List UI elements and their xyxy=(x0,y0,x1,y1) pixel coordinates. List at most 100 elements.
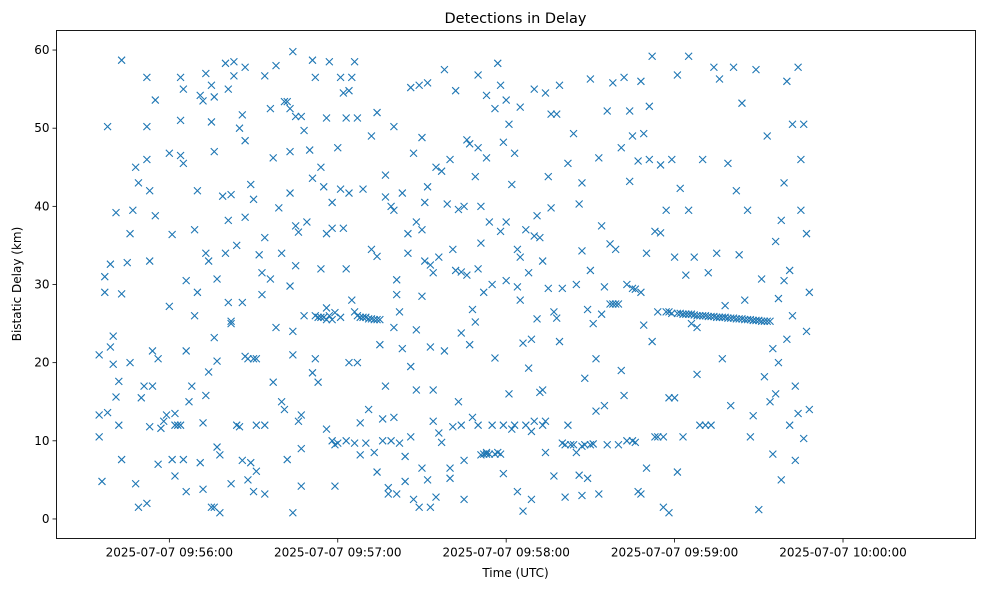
data-point xyxy=(230,57,238,66)
data-point xyxy=(350,439,359,448)
data-point xyxy=(241,213,250,222)
data-point xyxy=(555,81,564,90)
data-point xyxy=(370,315,379,324)
data-point xyxy=(757,317,766,326)
data-point xyxy=(693,323,701,332)
data-point xyxy=(583,474,592,483)
data-point xyxy=(754,505,763,514)
data-point xyxy=(314,313,322,322)
data-point xyxy=(457,329,466,337)
data-point xyxy=(718,354,727,363)
data-point xyxy=(606,300,614,308)
data-point xyxy=(406,362,415,371)
y-axis-label: Bistatic Delay (km) xyxy=(10,227,24,342)
data-point xyxy=(260,490,269,498)
data-point xyxy=(418,464,426,473)
data-point xyxy=(423,475,432,484)
data-point xyxy=(637,490,645,498)
data-point xyxy=(378,436,387,445)
data-point xyxy=(406,433,415,441)
data-point xyxy=(322,114,331,122)
data-point xyxy=(159,417,168,426)
data-point xyxy=(373,468,381,476)
data-point xyxy=(752,65,760,74)
data-point xyxy=(426,261,435,269)
data-point xyxy=(521,421,530,430)
data-point xyxy=(272,323,280,332)
data-point xyxy=(131,163,140,172)
data-point xyxy=(550,472,558,480)
data-point xyxy=(260,71,269,80)
data-point xyxy=(238,298,247,307)
data-point xyxy=(157,424,165,433)
data-point xyxy=(190,311,199,320)
data-point xyxy=(482,154,491,162)
data-point xyxy=(109,332,118,340)
data-point xyxy=(106,343,115,351)
data-point xyxy=(586,266,595,275)
data-point xyxy=(620,73,628,82)
data-point xyxy=(794,409,802,418)
data-point xyxy=(681,271,690,280)
data-point xyxy=(171,472,179,480)
data-point xyxy=(187,382,196,390)
data-point xyxy=(142,499,151,508)
data-point xyxy=(460,495,468,504)
data-point xyxy=(224,298,233,307)
data-point xyxy=(552,110,561,119)
y-axis: 0 10 20 30 40 50 60 xyxy=(34,43,57,526)
data-point xyxy=(193,288,202,297)
data-point xyxy=(527,427,536,436)
data-point xyxy=(679,433,687,441)
data-point xyxy=(578,179,586,187)
data-point xyxy=(648,337,657,346)
data-point xyxy=(667,309,676,318)
data-point xyxy=(190,225,199,234)
data-point xyxy=(252,354,261,363)
data-point xyxy=(569,129,578,138)
data-point xyxy=(95,411,104,419)
data-point xyxy=(603,440,612,449)
data-point xyxy=(370,448,379,457)
data-point xyxy=(392,275,401,284)
data-point xyxy=(246,458,255,467)
data-point xyxy=(392,290,401,299)
data-point xyxy=(179,455,188,464)
data-point xyxy=(353,358,362,367)
data-point xyxy=(454,397,463,406)
data-point xyxy=(384,483,393,492)
data-point xyxy=(521,225,530,234)
data-point xyxy=(611,245,620,254)
data-point xyxy=(342,114,351,122)
data-point xyxy=(468,305,477,314)
plot-frame xyxy=(56,30,976,539)
data-point xyxy=(729,63,738,72)
data-point xyxy=(367,132,376,140)
data-point xyxy=(485,218,494,226)
data-point xyxy=(201,391,210,400)
data-point xyxy=(95,433,104,441)
data-point xyxy=(575,200,584,208)
data-point xyxy=(448,245,457,254)
data-point xyxy=(446,464,454,473)
data-point xyxy=(182,347,191,355)
data-point xyxy=(331,482,339,491)
data-point xyxy=(558,284,567,293)
data-point xyxy=(586,440,595,449)
data-point xyxy=(462,271,471,280)
data-point xyxy=(260,421,269,430)
data-point xyxy=(420,198,429,207)
data-point xyxy=(221,249,230,258)
data-point xyxy=(117,56,126,65)
data-point xyxy=(656,229,665,237)
data-point xyxy=(128,206,137,215)
data-point xyxy=(423,78,432,87)
data-point xyxy=(460,456,468,465)
data-point xyxy=(244,475,252,484)
data-point xyxy=(555,337,564,346)
data-point xyxy=(662,307,671,316)
data-point xyxy=(516,103,525,111)
data-point xyxy=(617,143,626,152)
data-point xyxy=(269,378,278,387)
